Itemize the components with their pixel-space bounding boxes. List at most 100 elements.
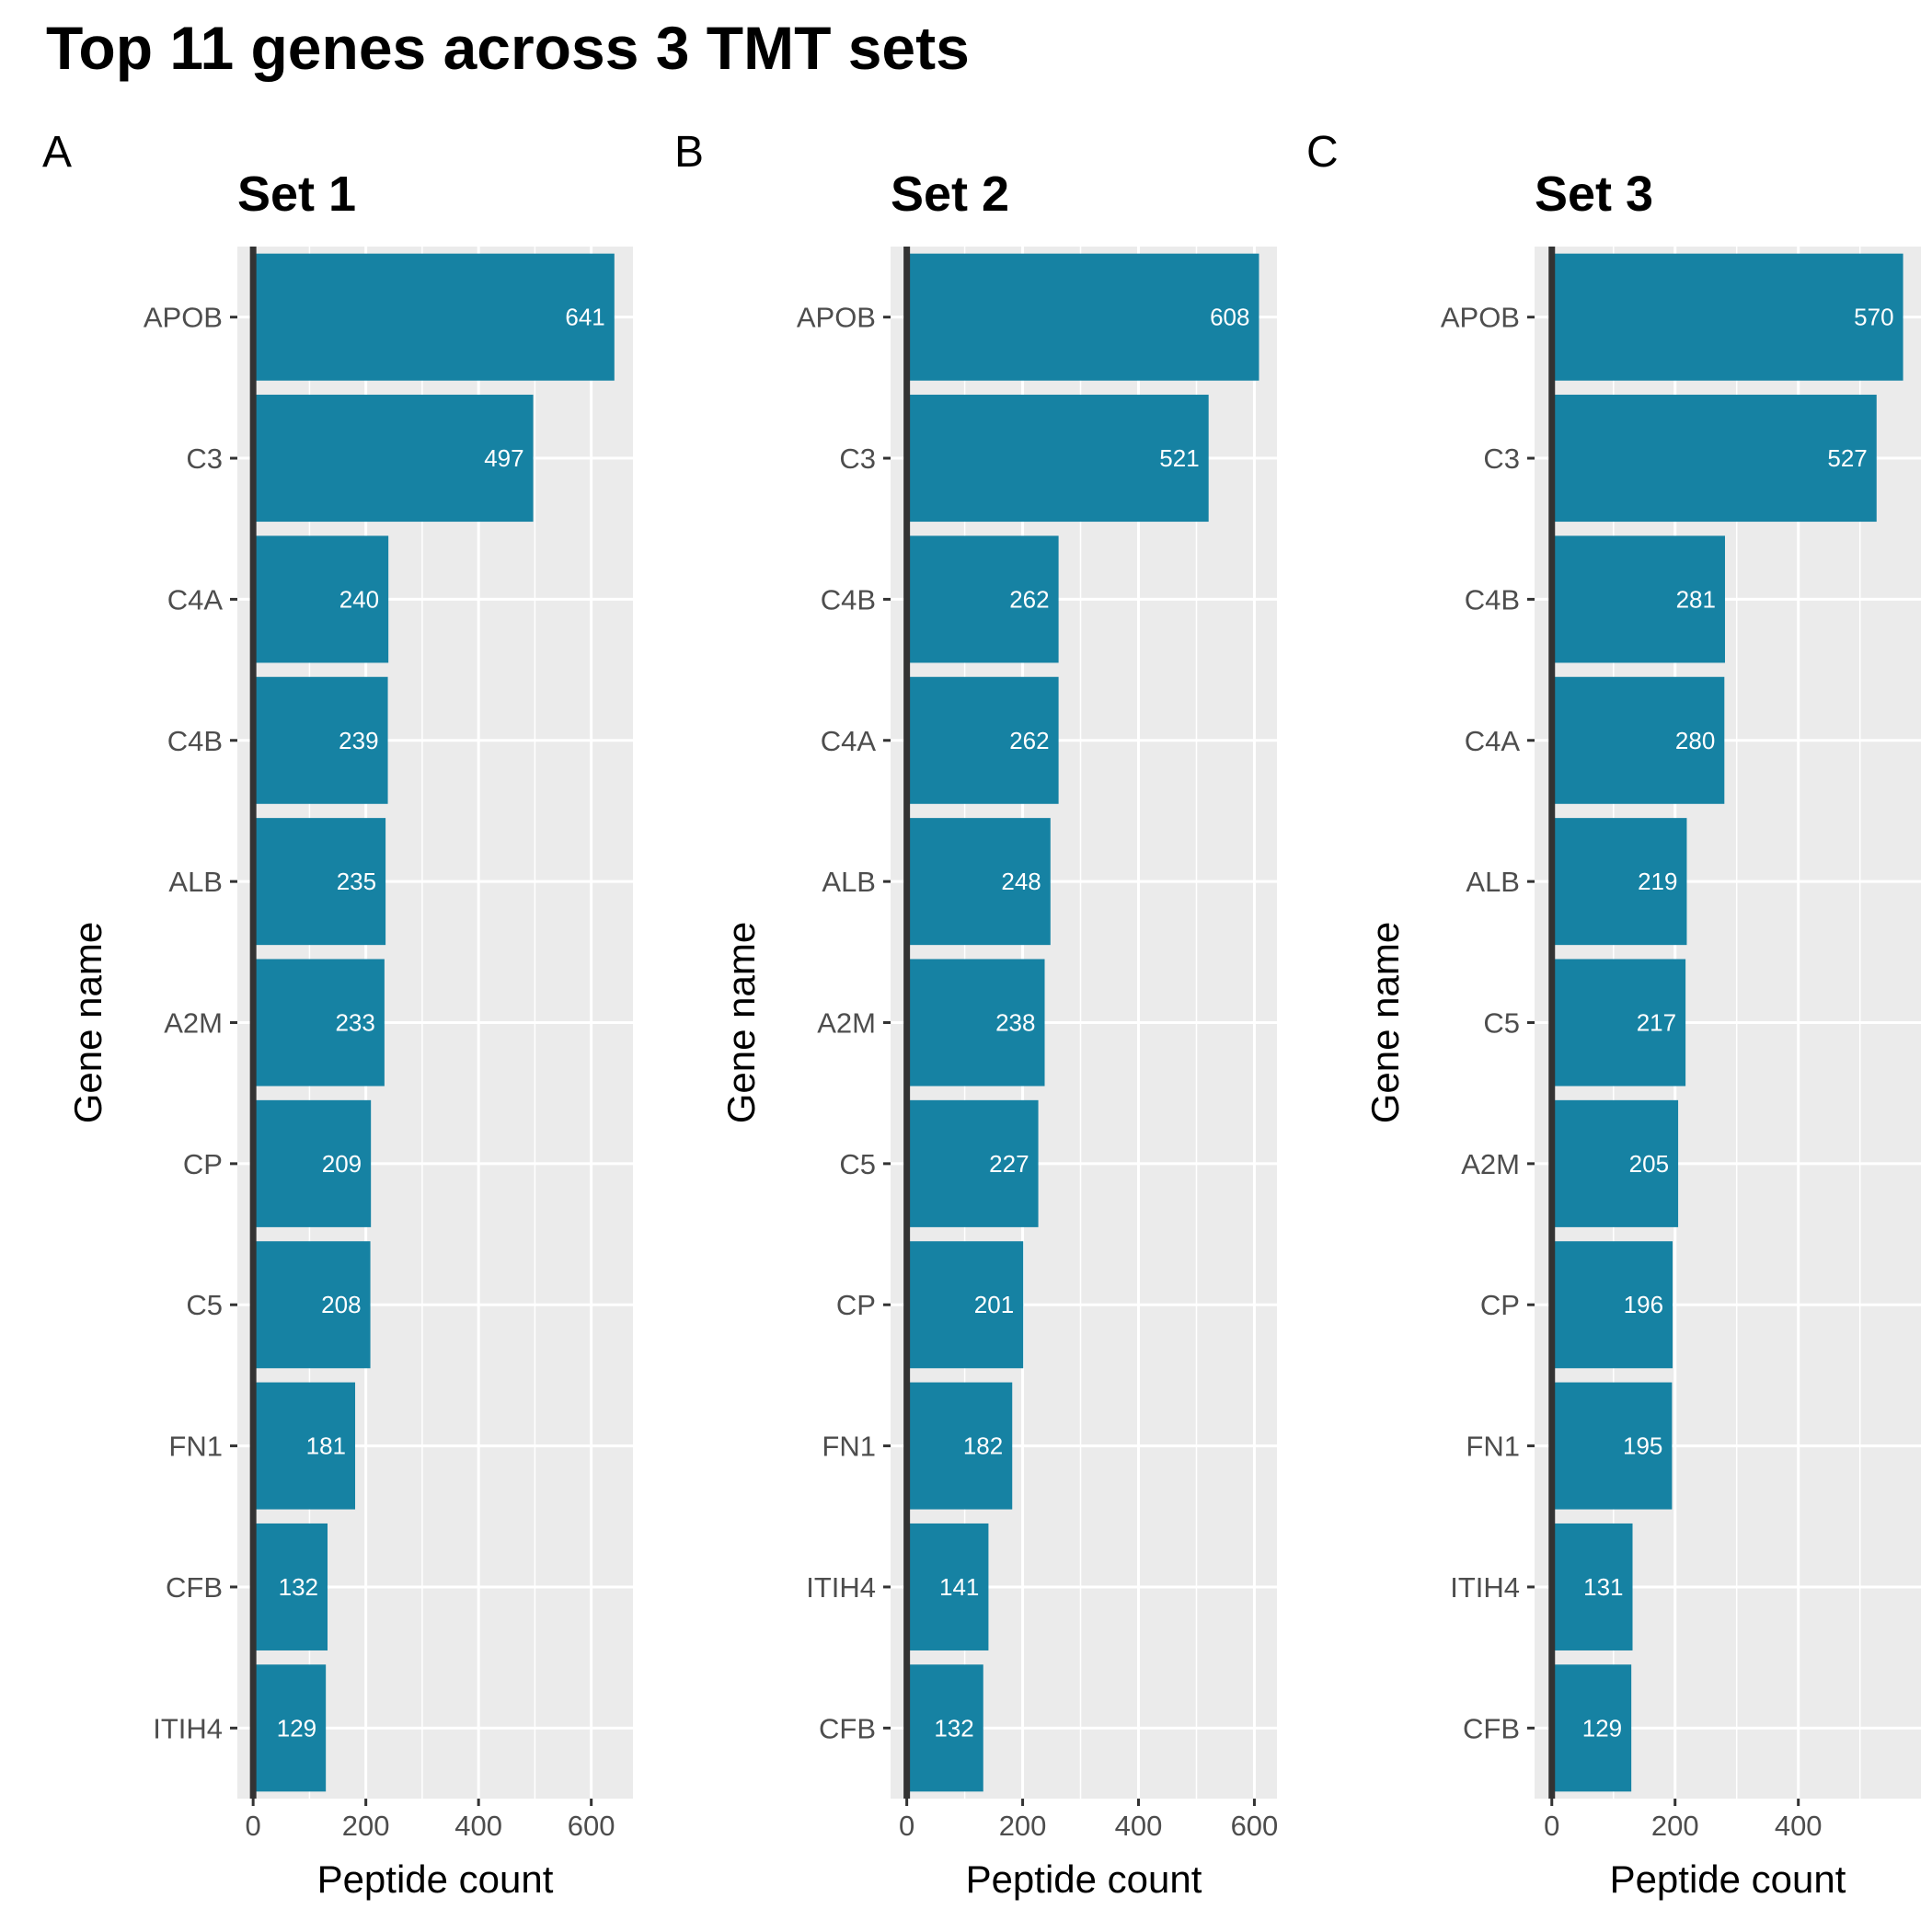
- y-tick-label: A2M: [817, 1007, 876, 1040]
- bar-value-label: 238: [995, 1009, 1035, 1037]
- y-tick-label: ALB: [822, 866, 876, 898]
- bar-apob: [253, 253, 615, 381]
- bar-value-label: 182: [963, 1432, 1003, 1460]
- bar-value-label: 227: [989, 1150, 1029, 1178]
- bar-a2m: [253, 959, 385, 1087]
- y-tick-label: C4A: [821, 725, 877, 757]
- bar-value-label: 235: [337, 868, 376, 895]
- bar-value-label: 240: [339, 585, 379, 613]
- bar-value-label: 217: [1637, 1009, 1676, 1037]
- bar-c5: [906, 1099, 1039, 1227]
- x-tick-label: 0: [1544, 1810, 1559, 1842]
- bar-a2m: [906, 959, 1045, 1087]
- bar-value-label: 141: [939, 1573, 979, 1601]
- x-tick-label: 600: [568, 1810, 615, 1842]
- x-axis-title: Peptide count: [966, 1857, 1202, 1901]
- bar-value-label: 201: [974, 1291, 1014, 1318]
- y-axis-title: Gene name: [719, 922, 763, 1123]
- y-tick-label: CP: [1480, 1289, 1520, 1321]
- bar-value-label: 181: [306, 1432, 346, 1460]
- y-tick-label: APOB: [144, 302, 223, 334]
- panel-label-b: B: [674, 128, 705, 177]
- y-tick-label: CP: [183, 1148, 223, 1180]
- bar-chart-set-3: 570 527 281 280 219 217 205 196 195 131 129 APOB C3 C…: [1363, 167, 1921, 1901]
- bar-alb: [906, 818, 1051, 946]
- y-tick-label: C3: [839, 443, 876, 475]
- bar-apob: [906, 253, 1259, 381]
- y-axis-title: Gene name: [66, 922, 109, 1123]
- bar-value-label: 195: [1623, 1432, 1662, 1460]
- x-tick-label: 200: [1651, 1810, 1699, 1842]
- bar-value-label: 209: [322, 1150, 362, 1178]
- bar-c4b: [906, 535, 1059, 663]
- x-tick-label: 600: [1231, 1810, 1279, 1842]
- bar-value-label: 205: [1629, 1150, 1669, 1178]
- bar-alb: [1551, 818, 1687, 946]
- bar-cp: [1551, 1241, 1673, 1369]
- bar-c4b: [253, 676, 388, 804]
- bar-value-label: 608: [1210, 304, 1249, 331]
- x-axis-title: Peptide count: [317, 1857, 554, 1901]
- y-tick-label: C5: [186, 1289, 223, 1321]
- bar-value-label: 570: [1854, 304, 1893, 331]
- y-tick-label: FN1: [1466, 1431, 1520, 1463]
- bar-value-label: 521: [1159, 444, 1199, 472]
- x-tick-label: 400: [1115, 1810, 1163, 1842]
- y-tick-label: C4B: [1465, 583, 1520, 615]
- bar-value-label: 129: [277, 1714, 316, 1742]
- bar-apob: [1551, 253, 1903, 381]
- bar-alb: [253, 818, 386, 946]
- bar-value-label: 239: [339, 727, 378, 754]
- y-tick-label: C5: [1483, 1007, 1520, 1040]
- bar-c3: [1551, 395, 1877, 523]
- bar-value-label: 281: [1676, 585, 1716, 613]
- bar-c4a: [906, 676, 1059, 804]
- bar-value-label: 262: [1009, 727, 1049, 754]
- x-tick-label: 200: [999, 1810, 1047, 1842]
- bar-cp: [906, 1241, 1024, 1369]
- y-tick-label: C4A: [1465, 725, 1521, 757]
- y-tick-label: A2M: [1461, 1148, 1520, 1180]
- bar-fn1: [253, 1382, 356, 1510]
- y-tick-label: C4A: [167, 583, 224, 615]
- panel-title: Set 3: [1535, 167, 1653, 222]
- y-axis-title: Gene name: [1363, 922, 1407, 1123]
- y-tick-label: C4B: [167, 725, 223, 757]
- bar-value-label: 233: [335, 1009, 374, 1037]
- y-tick-label: CP: [836, 1289, 876, 1321]
- bar-value-label: 208: [321, 1291, 361, 1318]
- bar-value-label: 132: [934, 1714, 973, 1742]
- bar-c4a: [253, 535, 389, 663]
- bar-c4b: [1551, 535, 1725, 663]
- bar-value-label: 132: [279, 1573, 318, 1601]
- y-tick-label: ALB: [168, 866, 223, 898]
- bar-c3: [253, 395, 534, 523]
- bar-c4a: [1551, 676, 1725, 804]
- bar-value-label: 641: [565, 304, 604, 331]
- y-tick-label: C3: [186, 443, 223, 475]
- figure-title: Top 11 genes across 3 TMT sets: [46, 14, 970, 82]
- bar-value-label: 262: [1009, 585, 1049, 613]
- bar-value-label: 497: [484, 444, 523, 472]
- bar-c5: [1551, 959, 1686, 1087]
- bar-cfb: [906, 1664, 983, 1792]
- bar-cp: [253, 1099, 372, 1227]
- bar-value-label: 527: [1827, 444, 1867, 472]
- y-tick-label: ITIH4: [153, 1712, 223, 1744]
- bar-c3: [906, 395, 1209, 523]
- bar-value-label: 129: [1582, 1714, 1622, 1742]
- panel-label-c: C: [1306, 128, 1339, 177]
- bar-itih4: [1551, 1523, 1633, 1650]
- y-tick-label: C5: [839, 1148, 876, 1180]
- x-tick-label: 200: [342, 1810, 390, 1842]
- bar-cfb: [253, 1523, 328, 1650]
- x-axis-title: Peptide count: [1610, 1857, 1846, 1901]
- bar-fn1: [906, 1382, 1013, 1510]
- bar-chart-set-1: 641 497 240 239 235 233 209 208 181 132 129 APOB C3 C…: [66, 167, 633, 1901]
- bar-chart-set-2: 608 521 262 262 248 238 227 201 182 141 132 APOB C3 C…: [719, 167, 1279, 1901]
- bar-c5: [253, 1241, 371, 1369]
- bar-value-label: 131: [1583, 1573, 1623, 1601]
- x-tick-label: 0: [899, 1810, 914, 1842]
- bar-value-label: 280: [1675, 727, 1715, 754]
